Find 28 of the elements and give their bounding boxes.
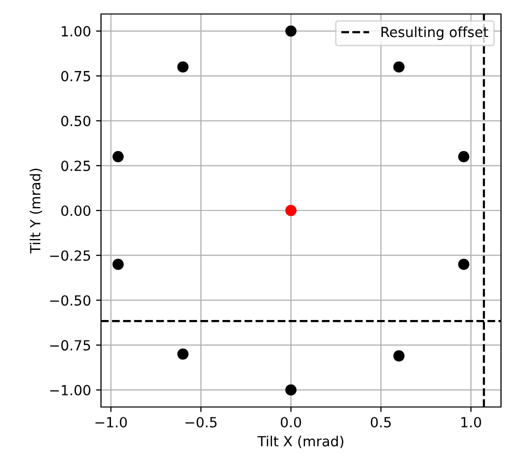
point xyxy=(177,61,189,73)
x-axis-title: Tilt X (mrad) xyxy=(257,436,344,448)
y-tick-label: −0.75 xyxy=(50,340,90,351)
y-tick-label: −0.25 xyxy=(50,250,90,261)
point xyxy=(112,151,124,162)
point xyxy=(458,151,470,162)
y-axis-title: Tilt Y (mrad) xyxy=(30,168,42,254)
x-tick-label: 0.5 xyxy=(370,416,391,428)
x-tick-label: −1.0 xyxy=(96,416,127,428)
x-tick-label: −0.5 xyxy=(186,416,217,428)
y-tick-label: 0.00 xyxy=(61,205,90,216)
ref-line-label: Resulting offset xyxy=(382,26,488,40)
y-tick-label: −0.50 xyxy=(50,295,90,306)
y-tick-label: 0.75 xyxy=(61,70,90,82)
y-tick-label: 1.00 xyxy=(62,26,90,37)
point xyxy=(285,204,297,216)
y-tick-label: −1.00 xyxy=(50,384,90,396)
point xyxy=(285,384,297,396)
point xyxy=(285,25,297,37)
y-tick-label: 0.25 xyxy=(61,160,90,172)
point xyxy=(458,258,470,270)
point xyxy=(393,350,405,362)
point xyxy=(112,258,124,270)
x-tick-label: 1.0 xyxy=(461,416,482,428)
point xyxy=(393,61,405,73)
y-tick-label: 0.50 xyxy=(61,116,90,126)
point xyxy=(177,348,189,360)
x-tick-label: 0.0 xyxy=(280,416,302,428)
